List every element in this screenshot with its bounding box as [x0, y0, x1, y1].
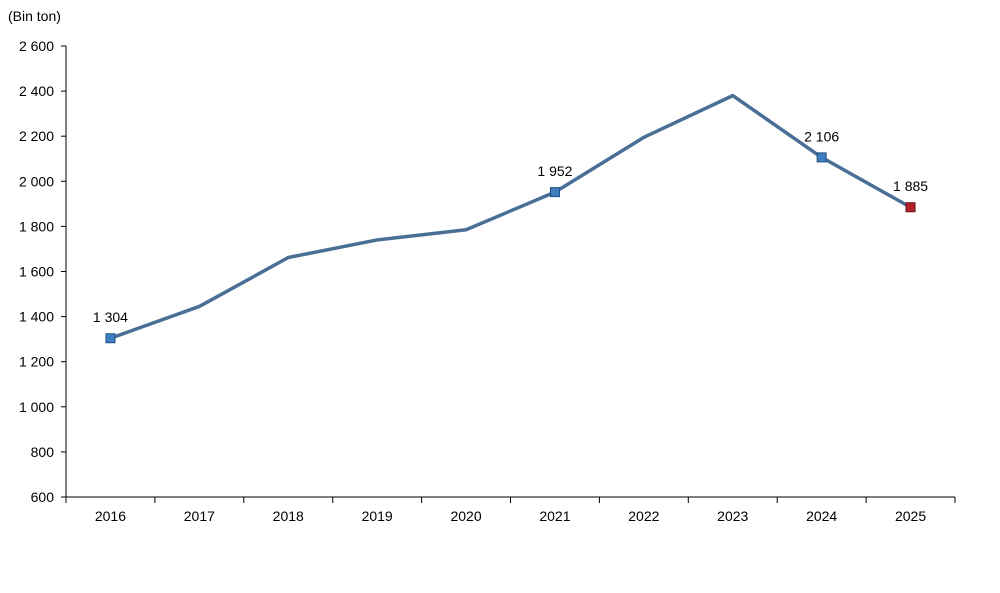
y-axis-unit-label: (Bin ton) — [8, 8, 61, 24]
data-label: 2 106 — [804, 128, 839, 144]
x-tick-label: 2024 — [806, 508, 837, 524]
x-tick-label: 2018 — [273, 508, 304, 524]
series-line — [109, 93, 912, 340]
x-tick-label: 2019 — [362, 508, 393, 524]
data-point-marker — [105, 333, 116, 344]
x-tick-label: 2021 — [539, 508, 570, 524]
y-tick-label: 1 800 — [19, 218, 54, 234]
x-tick-label: 2022 — [628, 508, 659, 524]
x-tick-label: 2017 — [184, 508, 215, 524]
x-tick-label: 2020 — [450, 508, 481, 524]
data-point-marker — [816, 152, 827, 163]
data-label: 1 952 — [537, 163, 572, 179]
y-tick-label: 800 — [31, 444, 55, 460]
y-tick-label: 2 600 — [19, 38, 54, 54]
y-tick-label: 1 200 — [19, 354, 54, 370]
data-point-marker — [905, 202, 916, 213]
data-label: 1 885 — [893, 178, 928, 194]
y-tick-label: 600 — [31, 489, 55, 505]
data-label: 1 304 — [93, 309, 128, 325]
y-tick-label: 2 200 — [19, 128, 54, 144]
y-tick-label: 1 400 — [19, 309, 54, 325]
x-tick-label: 2025 — [895, 508, 926, 524]
y-tick-label: 2 000 — [19, 173, 54, 189]
y-tick-label: 1 000 — [19, 399, 54, 415]
x-tick-label: 2023 — [717, 508, 748, 524]
y-tick-label: 2 400 — [19, 83, 54, 99]
x-tick-label: 2016 — [95, 508, 126, 524]
y-tick-label: 1 600 — [19, 264, 54, 280]
data-point-marker — [549, 187, 560, 198]
